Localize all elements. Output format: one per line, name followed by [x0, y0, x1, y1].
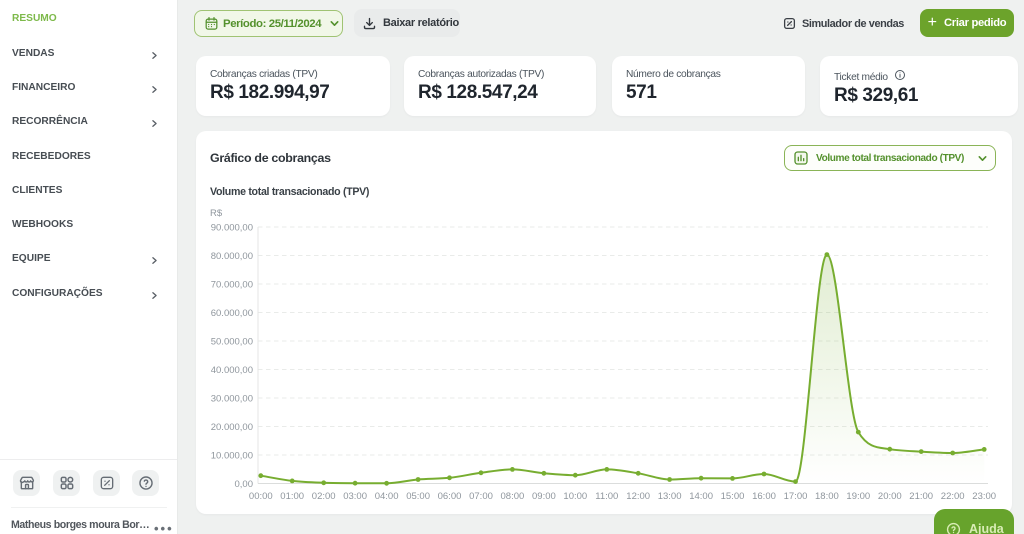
svg-text:23:00: 23:00 — [972, 491, 996, 502]
svg-text:0,00: 0,00 — [235, 479, 254, 490]
svg-text:12:00: 12:00 — [626, 491, 650, 502]
svg-text:60.000,00: 60.000,00 — [211, 308, 253, 319]
svg-text:14:00: 14:00 — [689, 491, 713, 502]
svg-text:06:00: 06:00 — [438, 491, 462, 502]
svg-text:16:00: 16:00 — [752, 491, 776, 502]
svg-text:21:00: 21:00 — [909, 491, 933, 502]
svg-text:09:00: 09:00 — [532, 491, 556, 502]
svg-text:22:00: 22:00 — [941, 491, 965, 502]
svg-text:05:00: 05:00 — [406, 491, 430, 502]
svg-text:17:00: 17:00 — [784, 491, 808, 502]
svg-text:08:00: 08:00 — [501, 491, 525, 502]
svg-text:07:00: 07:00 — [469, 491, 493, 502]
svg-text:13:00: 13:00 — [658, 491, 682, 502]
svg-text:19:00: 19:00 — [846, 491, 870, 502]
svg-text:20:00: 20:00 — [878, 491, 902, 502]
svg-text:10.000,00: 10.000,00 — [211, 451, 253, 462]
svg-text:30.000,00: 30.000,00 — [211, 394, 253, 405]
svg-text:11:00: 11:00 — [595, 491, 618, 502]
svg-text:R$: R$ — [210, 208, 223, 219]
svg-text:18:00: 18:00 — [815, 491, 839, 502]
svg-text:00:00: 00:00 — [249, 491, 273, 502]
svg-text:03:00: 03:00 — [343, 491, 367, 502]
svg-text:90.000,00: 90.000,00 — [211, 223, 253, 234]
svg-text:20.000,00: 20.000,00 — [211, 422, 253, 433]
svg-text:10:00: 10:00 — [563, 491, 587, 502]
svg-text:80.000,00: 80.000,00 — [211, 251, 253, 262]
svg-text:02:00: 02:00 — [312, 491, 336, 502]
svg-text:15:00: 15:00 — [721, 491, 745, 502]
svg-text:40.000,00: 40.000,00 — [211, 365, 253, 376]
svg-text:01:00: 01:00 — [280, 491, 304, 502]
svg-text:50.000,00: 50.000,00 — [211, 337, 253, 348]
svg-text:70.000,00: 70.000,00 — [211, 280, 253, 291]
svg-text:04:00: 04:00 — [375, 491, 399, 502]
